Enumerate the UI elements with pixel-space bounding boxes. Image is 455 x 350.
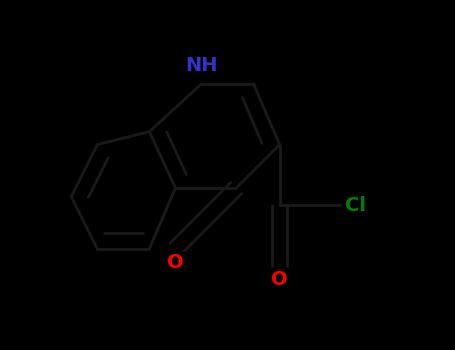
Text: NH: NH — [185, 56, 217, 75]
Text: O: O — [271, 271, 288, 289]
Text: Cl: Cl — [345, 196, 366, 215]
Text: O: O — [167, 253, 184, 272]
